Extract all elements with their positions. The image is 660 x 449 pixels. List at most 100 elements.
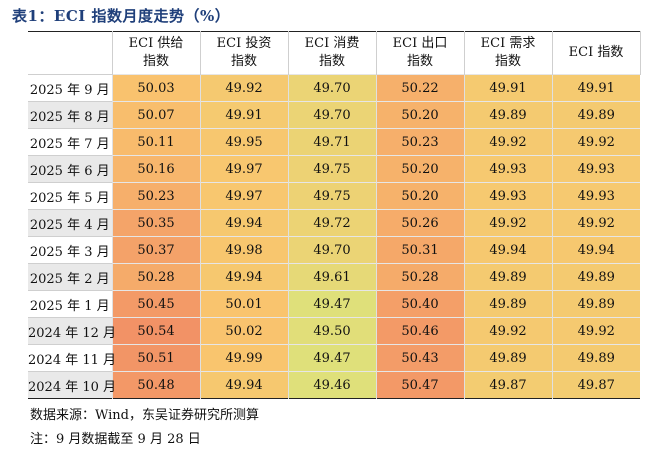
value-cell: 50.20 [375,182,464,210]
value-cell: 49.92 [463,317,552,345]
value-cell: 50.11 [111,128,200,156]
value-cell: 50.23 [111,182,200,210]
value-cell: 50.31 [375,236,464,264]
value-cell: 49.92 [463,209,552,237]
value-cell: 50.51 [111,344,200,372]
value-cell: 49.91 [551,74,640,102]
value-cell: 49.89 [463,290,552,318]
value-cell: 49.95 [199,128,288,156]
table-row: 2025 年 7 月 50.11 49.95 49.71 50.23 49.92 49.92 [28,128,640,156]
value-cell: 49.92 [463,128,552,156]
row-label: 2025 年 4 月 [28,209,112,237]
value-cell: 50.28 [111,263,200,291]
row-label: 2025 年 7 月 [28,128,112,156]
value-cell: 49.89 [551,101,640,129]
value-cell: 49.93 [463,182,552,210]
table-row: 2025 年 5 月 50.23 49.97 49.75 50.20 49.93 49.93 [28,182,640,210]
value-cell: 50.54 [111,317,200,345]
value-cell: 50.20 [375,101,464,129]
value-cell: 49.87 [551,371,640,399]
row-label: 2025 年 1 月 [28,290,112,318]
header-row: ECI 供给 指数 ECI 投资 指数 ECI 消费 指数 ECI 出口 指数 ECI … [28,31,641,75]
value-cell: 49.92 [551,128,640,156]
value-cell: 49.89 [463,263,552,291]
row-label: 2025 年 8 月 [28,101,112,129]
table-row: 2025 年 2 月 50.28 49.94 49.61 50.28 49.89 49.89 [28,263,640,291]
value-cell: 49.92 [551,209,640,237]
header-demand: ECI 需求 指数 [463,31,553,75]
value-cell: 49.92 [199,74,288,102]
value-cell: 50.43 [375,344,464,372]
value-cell: 50.16 [111,155,200,183]
value-cell: 49.89 [463,344,552,372]
table-row: 2024 年 11 月 50.51 49.99 49.47 50.43 49.89 49.8… [28,344,640,372]
header-investment: ECI 投资 指数 [199,31,289,75]
value-cell: 49.94 [463,236,552,264]
value-cell: 49.94 [551,236,640,264]
value-cell: 49.72 [287,209,376,237]
value-cell: 50.22 [375,74,464,102]
table-row: 2024 年 10 月 50.48 49.94 49.46 50.47 49.87 49.8… [28,371,640,399]
table-title: 表1：ECI 指数月度走势（%） [12,7,231,25]
table-body: 2025 年 9 月 50.03 49.92 49.70 50.22 49.91 49.91… [28,74,640,399]
value-cell: 49.50 [287,317,376,345]
value-cell: 49.89 [551,344,640,372]
row-label: 2025 年 3 月 [28,236,112,264]
value-cell: 49.94 [199,263,288,291]
header-supply: ECI 供给 指数 [111,31,201,75]
value-cell: 49.94 [199,371,288,399]
value-cell: 49.75 [287,155,376,183]
value-cell: 49.92 [551,317,640,345]
row-label: 2024 年 10 月 [28,371,116,399]
value-cell: 49.89 [463,101,552,129]
value-cell: 49.98 [199,236,288,264]
row-label: 2025 年 2 月 [28,263,112,291]
value-cell: 49.97 [199,182,288,210]
source-note: 数据来源：Wind，东吴证券研究所测算 [30,408,259,423]
value-cell: 50.35 [111,209,200,237]
value-cell: 50.48 [111,371,200,399]
value-cell: 49.70 [287,236,376,264]
value-cell: 50.37 [111,236,200,264]
value-cell: 49.70 [287,101,376,129]
table-row: 2025 年 9 月 50.03 49.92 49.70 50.22 49.91 49.91 [28,74,640,102]
header-consumption: ECI 消费 指数 [287,31,377,75]
value-cell: 50.03 [111,74,200,102]
value-cell: 49.97 [199,155,288,183]
value-cell: 49.93 [551,155,640,183]
value-cell: 49.89 [551,263,640,291]
value-cell: 49.70 [287,74,376,102]
value-cell: 49.91 [463,74,552,102]
value-cell: 50.02 [199,317,288,345]
value-cell: 49.87 [463,371,552,399]
header-eci: ECI 指数 [551,31,641,75]
table-row: 2025 年 4 月 50.35 49.94 49.72 50.26 49.92 49.92 [28,209,640,237]
value-cell: 50.07 [111,101,200,129]
table-row: 2025 年 1 月 50.45 50.01 49.47 50.40 49.89 49.89 [28,290,640,318]
value-cell: 49.89 [551,290,640,318]
table-row: 2024 年 12 月 50.54 50.02 49.50 50.46 49.92 49.9… [28,317,640,345]
row-label: 2025 年 5 月 [28,182,112,210]
value-cell: 49.99 [199,344,288,372]
value-cell: 50.45 [111,290,200,318]
row-label: 2025 年 9 月 [28,74,112,102]
row-label: 2024 年 11 月 [28,344,116,372]
value-cell: 50.28 [375,263,464,291]
value-cell: 49.71 [287,128,376,156]
value-cell: 49.93 [463,155,552,183]
eci-table: ECI 供给 指数 ECI 投资 指数 ECI 消费 指数 ECI 出口 指数 ECI … [28,31,641,399]
footnote: 注：9 月数据截至 9 月 28 日 [30,432,201,447]
value-cell: 50.20 [375,155,464,183]
value-cell: 49.75 [287,182,376,210]
header-corner [28,31,113,75]
value-cell: 50.47 [375,371,464,399]
header-export: ECI 出口 指数 [375,31,465,75]
value-cell: 49.94 [199,209,288,237]
value-cell: 49.61 [287,263,376,291]
table-row: 2025 年 3 月 50.37 49.98 49.70 50.31 49.94 49.94 [28,236,640,264]
value-cell: 49.93 [551,182,640,210]
table-row: 2025 年 8 月 50.07 49.91 49.70 50.20 49.89 49.89 [28,101,640,129]
value-cell: 49.91 [199,101,288,129]
value-cell: 50.23 [375,128,464,156]
value-cell: 49.47 [287,290,376,318]
